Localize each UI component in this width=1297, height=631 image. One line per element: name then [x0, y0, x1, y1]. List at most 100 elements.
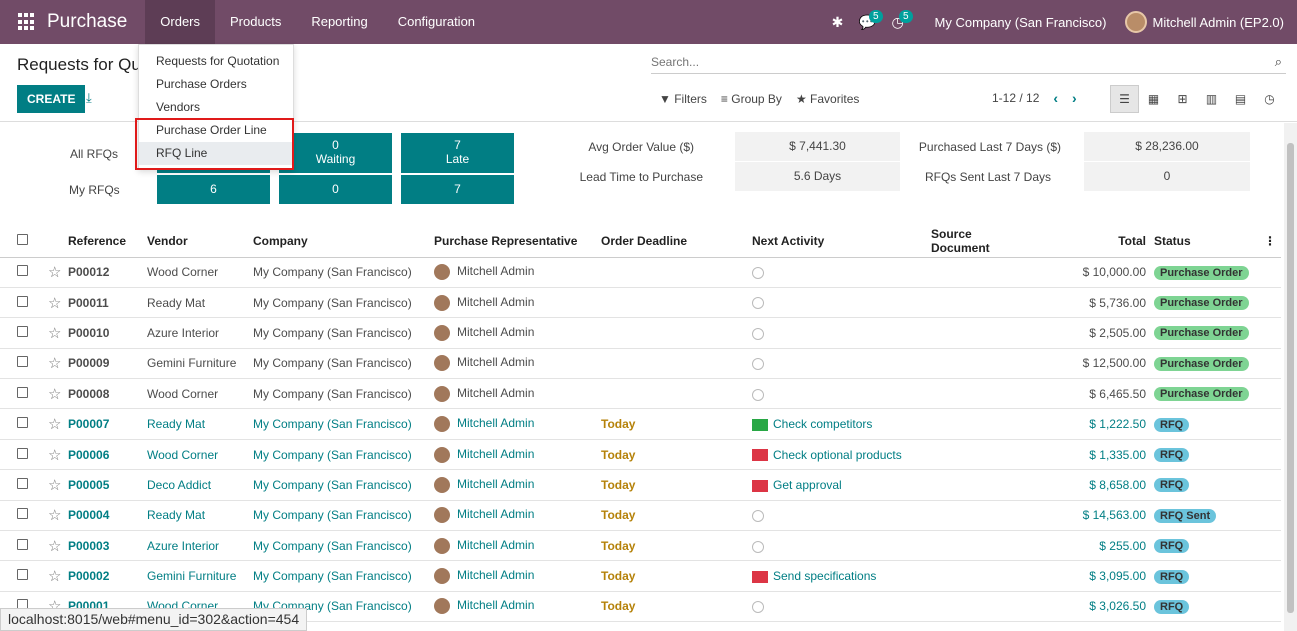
priority-star-icon[interactable]: ☆	[48, 348, 68, 380]
priority-star-icon[interactable]: ☆	[48, 378, 68, 410]
tile-all-waiting[interactable]: 0 Waiting	[279, 133, 392, 173]
row-checkbox-cell[interactable]	[0, 287, 48, 319]
menu-reporting[interactable]: Reporting	[311, 14, 368, 29]
select-all-checkbox[interactable]	[17, 233, 28, 245]
row-rep[interactable]: Mitchell Admin	[434, 408, 601, 440]
row-rep[interactable]: Mitchell Admin	[434, 530, 601, 562]
search-input[interactable]	[651, 52, 1251, 72]
row-vendor[interactable]: Azure Interior	[147, 530, 253, 562]
activity-clock-icon[interactable]	[752, 267, 764, 280]
row-checkbox[interactable]	[17, 538, 28, 550]
row-checkbox-cell[interactable]	[0, 408, 48, 440]
row-checkbox[interactable]	[17, 356, 28, 368]
priority-star-icon[interactable]: ☆	[48, 257, 68, 288]
search-icon[interactable]: ⌕	[1274, 54, 1282, 69]
app-brand[interactable]: Purchase	[47, 11, 128, 32]
row-reference[interactable]: P00011	[68, 287, 147, 319]
row-company[interactable]: My Company (San Francisco)	[253, 257, 434, 288]
row-reference[interactable]: P00007	[68, 408, 147, 440]
row-company[interactable]: My Company (San Francisco)	[253, 408, 434, 440]
scroll-thumb[interactable]	[1287, 143, 1294, 613]
table-row[interactable]: ☆ P00007 Ready Mat My Company (San Francisc…	[0, 408, 1281, 440]
row-vendor[interactable]: Wood Corner	[147, 257, 253, 288]
row-activity[interactable]	[752, 257, 931, 288]
tile-my-waiting[interactable]: 0	[279, 175, 392, 204]
row-vendor[interactable]: Gemini Furniture	[147, 560, 253, 592]
row-rep[interactable]: Mitchell Admin	[434, 378, 601, 410]
row-reference[interactable]: P00002	[68, 560, 147, 592]
row-checkbox-cell[interactable]	[0, 257, 48, 288]
activity-view-icon[interactable]: ◷	[1264, 92, 1275, 106]
header-next-activity[interactable]: Next Activity	[752, 225, 931, 258]
row-vendor[interactable]: Wood Corner	[147, 378, 253, 410]
row-activity[interactable]	[752, 530, 931, 562]
row-reference[interactable]: P00006	[68, 439, 147, 471]
row-activity[interactable]	[752, 591, 931, 623]
header-total[interactable]: Total	[1031, 225, 1154, 258]
priority-star-icon[interactable]: ☆	[48, 469, 68, 501]
priority-star-icon[interactable]: ☆	[48, 408, 68, 440]
dropdown-item-purchase-orders[interactable]: Purchase Orders	[156, 77, 247, 91]
table-row[interactable]: ☆ P00006 Wood Corner My Company (San Franci…	[0, 439, 1281, 471]
row-vendor[interactable]: Ready Mat	[147, 408, 253, 440]
dropdown-item-rfq[interactable]: Requests for Quotation	[156, 54, 280, 68]
row-activity-label[interactable]: Check optional products	[773, 447, 902, 462]
header-purchase-rep[interactable]: Purchase Representative	[434, 225, 601, 258]
row-company[interactable]: My Company (San Francisco)	[253, 348, 434, 380]
row-vendor[interactable]: Azure Interior	[147, 317, 253, 349]
tile-my-to-send[interactable]: 6	[157, 175, 270, 204]
row-checkbox-cell[interactable]	[0, 378, 48, 410]
user-menu[interactable]: Mitchell Admin (EP2.0)	[1124, 11, 1297, 33]
priority-star-icon[interactable]: ☆	[48, 530, 68, 562]
row-activity[interactable]: Check competitors	[752, 408, 931, 440]
row-rep[interactable]: Mitchell Admin	[434, 257, 601, 288]
table-row[interactable]: ☆ P00002 Gemini Furniture My Company (San F…	[0, 560, 1281, 592]
pager-prev-icon[interactable]: ‹	[1053, 90, 1059, 106]
table-row[interactable]: ☆ P00011 Ready Mat My Company (San Francisc…	[0, 287, 1281, 319]
row-checkbox-cell[interactable]	[0, 560, 48, 592]
row-reference[interactable]: P00010	[68, 317, 147, 349]
row-activity[interactable]	[752, 287, 931, 319]
row-reference[interactable]: P00009	[68, 348, 147, 380]
row-activity-label[interactable]: Check competitors	[773, 417, 873, 432]
row-company[interactable]: My Company (San Francisco)	[253, 287, 434, 319]
row-rep[interactable]: Mitchell Admin	[434, 469, 601, 501]
row-company[interactable]: My Company (San Francisco)	[253, 317, 434, 349]
header-source-document[interactable]: Source Document	[931, 225, 1031, 258]
priority-star-icon[interactable]: ☆	[48, 317, 68, 349]
row-checkbox-cell[interactable]	[0, 530, 48, 562]
row-company[interactable]: My Company (San Francisco)	[253, 500, 434, 532]
activity-clock-icon[interactable]	[752, 358, 764, 371]
row-company[interactable]: My Company (San Francisco)	[253, 378, 434, 410]
row-vendor[interactable]: Deco Addict	[147, 469, 253, 501]
dropdown-item-rfq-line[interactable]: RFQ Line	[139, 142, 293, 165]
dropdown-item-purchase-order-line[interactable]: Purchase Order Line	[156, 123, 267, 137]
graph-view-icon[interactable]: ▥	[1205, 92, 1218, 106]
activity-clock-icon[interactable]	[752, 510, 764, 523]
table-row[interactable]: ☆ P00008 Wood Corner My Company (San Franci…	[0, 378, 1281, 410]
row-rep[interactable]: Mitchell Admin	[434, 591, 601, 623]
row-checkbox-cell[interactable]	[0, 317, 48, 349]
row-checkbox[interactable]	[17, 417, 28, 429]
debug-bug-icon[interactable]: ✱	[831, 13, 844, 30]
row-checkbox-cell[interactable]	[0, 439, 48, 471]
table-row[interactable]: ☆ P00009 Gemini Furniture My Company (San F…	[0, 348, 1281, 380]
row-rep[interactable]: Mitchell Admin	[434, 439, 601, 471]
table-row[interactable]: ☆ P00004 Ready Mat My Company (San Francisc…	[0, 500, 1281, 532]
row-checkbox-cell[interactable]	[0, 348, 48, 380]
kanban-view-icon[interactable]: ▦	[1147, 92, 1160, 106]
row-activity[interactable]	[752, 378, 931, 410]
activity-clock-icon[interactable]	[752, 388, 764, 401]
row-reference[interactable]: P00004	[68, 500, 147, 532]
row-company[interactable]: My Company (San Francisco)	[253, 439, 434, 471]
row-checkbox[interactable]	[17, 265, 28, 277]
row-activity-label[interactable]: Get approval	[773, 477, 842, 492]
create-button[interactable]: CREATE	[17, 85, 86, 113]
row-activity[interactable]	[752, 317, 931, 349]
tile-my-late[interactable]: 7	[401, 175, 514, 204]
row-checkbox[interactable]	[17, 508, 28, 520]
row-rep[interactable]: Mitchell Admin	[434, 348, 601, 380]
row-vendor[interactable]: Ready Mat	[147, 500, 253, 532]
row-reference[interactable]: P00003	[68, 530, 147, 562]
row-reference[interactable]: P00005	[68, 469, 147, 501]
